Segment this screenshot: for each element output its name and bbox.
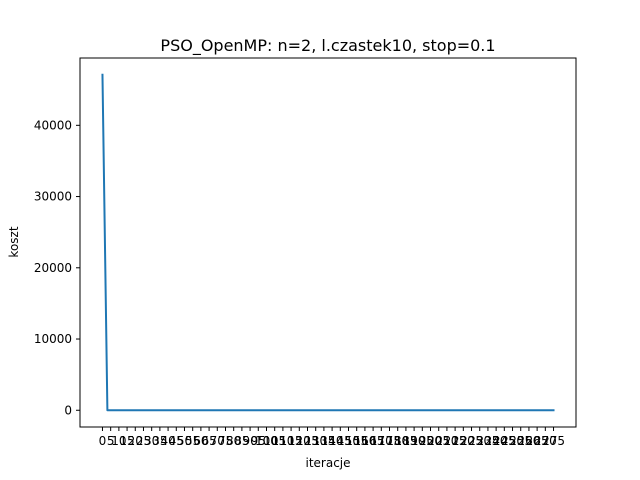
x-tick-label: 240 (485, 434, 508, 448)
series-line-0 (101, 73, 555, 412)
x-tick-label: 5 (107, 434, 115, 448)
x-tick-label: 30 (144, 434, 159, 448)
x-tick-label: 250 (501, 434, 524, 448)
x-tick-label: 125 (296, 434, 319, 448)
x-tick-label: 230 (468, 434, 491, 448)
x-tick-label: 245 (493, 434, 516, 448)
x-tick-label: 155 (345, 434, 368, 448)
y-tick-label: 10000 (34, 332, 72, 346)
x-tick-label: 60 (193, 434, 208, 448)
x-tick-label: 225 (460, 434, 483, 448)
x-tick-label: 105 (263, 434, 286, 448)
x-tick-label: 10 (111, 434, 126, 448)
axes-frame (79, 57, 577, 428)
x-tick-label: 80 (226, 434, 241, 448)
x-tick-label: 215 (444, 434, 467, 448)
x-tick-label: 175 (378, 434, 401, 448)
x-tick-label: 135 (312, 434, 335, 448)
x-tick-label: 50 (177, 434, 192, 448)
y-tick-label: 20000 (34, 261, 72, 275)
x-tick-label: 260 (517, 434, 540, 448)
x-tick-label: 275 (542, 434, 565, 448)
x-tick-label: 95 (251, 434, 266, 448)
x-tick-label: 210 (435, 434, 458, 448)
x-tick-label: 185 (394, 434, 417, 448)
x-tick-label: 160 (353, 434, 376, 448)
x-tick-label: 235 (476, 434, 499, 448)
x-tick-label: 180 (386, 434, 409, 448)
x-tick-label: 85 (234, 434, 249, 448)
y-axis-label: koszt (7, 226, 21, 257)
x-tick-label: 130 (304, 434, 327, 448)
x-tick-label: 35 (152, 434, 167, 448)
x-tick-label: 90 (242, 434, 257, 448)
x-tick-label: 195 (411, 434, 434, 448)
x-tick-label: 75 (218, 434, 233, 448)
x-tick-label: 25 (136, 434, 151, 448)
plot-area: 0 510152025303540455055606570758085909510… (34, 57, 577, 448)
x-tick-label: 145 (329, 434, 352, 448)
x-tick-label: 120 (288, 434, 311, 448)
x-tick-label: 140 (321, 434, 344, 448)
x-tick-label: 170 (370, 434, 393, 448)
x-tick-label: 265 (526, 434, 549, 448)
x-tick-label: 55 (185, 434, 200, 448)
x-tick-label: 205 (427, 434, 450, 448)
x-tick-label: 200 (419, 434, 442, 448)
chart-title: PSO_OpenMP: n=2, l.czastek10, stop=0.1 (160, 36, 495, 56)
y-tick-label: 0 (64, 403, 72, 417)
x-tick-label: 220 (452, 434, 475, 448)
x-tick-label: 70 (210, 434, 225, 448)
x-tick-label: 150 (337, 434, 360, 448)
x-tick-label: 100 (255, 434, 278, 448)
x-tick-label: 65 (201, 434, 216, 448)
x-tick-label: 40 (160, 434, 175, 448)
x-tick-label: 20 (128, 434, 143, 448)
x-tick-label: 0 (99, 434, 107, 448)
y-tick-label: 40000 (34, 118, 72, 132)
x-tick-label: 115 (280, 434, 303, 448)
x-tick-label: 165 (362, 434, 385, 448)
x-axis-label: iteracje (305, 456, 350, 470)
x-tick-label: 110 (271, 434, 294, 448)
x-tick-label: 255 (509, 434, 532, 448)
x-tick-label: 15 (119, 434, 134, 448)
x-tick-label: 190 (403, 434, 426, 448)
x-tick-label: 270 (534, 434, 557, 448)
y-tick-label: 30000 (34, 190, 72, 204)
x-tick-label: 45 (169, 434, 184, 448)
